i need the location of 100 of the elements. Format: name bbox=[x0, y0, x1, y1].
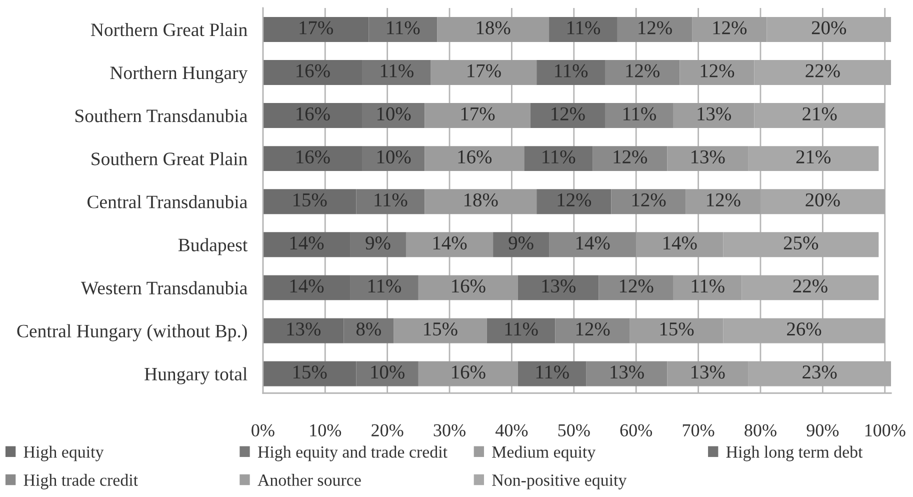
data-label: 26% bbox=[787, 322, 822, 336]
legend-label: Medium equity bbox=[492, 446, 596, 462]
y-tick-label: Central Transdanubia bbox=[87, 195, 248, 208]
data-label: 11% bbox=[542, 150, 576, 164]
data-label: 11% bbox=[374, 193, 408, 207]
bar bbox=[486, 318, 556, 344]
data-label: 16% bbox=[296, 150, 330, 164]
x-tick-label: 90% bbox=[806, 424, 839, 436]
y-tick-label: Central Hungary (without Bp.) bbox=[17, 324, 247, 342]
data-label: 15% bbox=[660, 322, 694, 336]
data-label: 11% bbox=[567, 21, 600, 34]
data-label: 21% bbox=[802, 107, 837, 120]
bar bbox=[518, 361, 586, 386]
data-label: 11% bbox=[387, 21, 420, 34]
x-tick-label: 60% bbox=[620, 424, 652, 436]
bar bbox=[530, 103, 606, 128]
data-label: 12% bbox=[638, 21, 672, 34]
bar bbox=[418, 275, 518, 300]
y-tick-label: Hungary total bbox=[144, 367, 248, 384]
data-label: 25% bbox=[784, 236, 818, 250]
data-label: 17% bbox=[461, 107, 495, 120]
data-label: 15% bbox=[424, 322, 458, 336]
y-tick-label: Budapest bbox=[178, 238, 248, 256]
data-label: 12% bbox=[713, 21, 747, 34]
x-tick-label: 20% bbox=[372, 424, 404, 436]
data-label: 16% bbox=[296, 107, 330, 120]
bar bbox=[424, 189, 537, 214]
bar bbox=[536, 189, 612, 214]
data-label: 11% bbox=[368, 279, 402, 293]
data-label: 13% bbox=[542, 279, 576, 293]
x-tick-label: 40% bbox=[496, 424, 528, 436]
bar bbox=[617, 16, 692, 42]
bar bbox=[605, 103, 674, 128]
bar bbox=[394, 318, 487, 344]
data-label: 14% bbox=[290, 279, 324, 293]
data-label: 11% bbox=[380, 64, 414, 78]
data-label: 12% bbox=[552, 107, 585, 120]
y-tick-label: Southern Transdanubia bbox=[75, 109, 248, 122]
data-label: 15% bbox=[293, 193, 327, 207]
data-label: 14% bbox=[576, 236, 610, 250]
data-label: 14% bbox=[290, 236, 324, 250]
bar bbox=[605, 60, 680, 85]
legend-label: High trade credit bbox=[24, 474, 138, 490]
data-label: 16% bbox=[296, 64, 330, 78]
data-label: 10% bbox=[371, 366, 404, 379]
data-label: 11% bbox=[555, 64, 588, 78]
data-label: 21% bbox=[796, 150, 831, 164]
x-tick-label: 50% bbox=[558, 424, 590, 436]
legend-label: Another source bbox=[258, 474, 361, 486]
data-label: 14% bbox=[433, 236, 467, 250]
bar bbox=[592, 146, 668, 172]
data-label: 10% bbox=[377, 150, 411, 164]
x-tick-label: 100% bbox=[865, 424, 906, 436]
bar bbox=[424, 103, 530, 128]
data-label: 11% bbox=[505, 322, 538, 336]
data-label: 13% bbox=[698, 107, 731, 120]
data-label: 9% bbox=[508, 236, 534, 250]
data-label: 16% bbox=[458, 150, 492, 164]
data-label: 13% bbox=[692, 150, 725, 164]
data-label: 12% bbox=[632, 193, 666, 207]
data-label: 17% bbox=[468, 64, 501, 78]
data-label: 12% bbox=[700, 64, 734, 78]
data-label: 16% bbox=[452, 279, 486, 293]
bar bbox=[598, 275, 674, 300]
data-label: 13% bbox=[287, 322, 321, 336]
data-label: 8% bbox=[356, 322, 381, 336]
bar bbox=[430, 60, 537, 85]
bar bbox=[493, 232, 550, 258]
x-tick-label: 80% bbox=[744, 424, 776, 436]
x-tick-label: 10% bbox=[310, 424, 342, 436]
bar bbox=[549, 232, 636, 258]
y-tick-label: Northern Hungary bbox=[110, 66, 248, 84]
bar bbox=[611, 189, 686, 214]
bar bbox=[555, 318, 630, 344]
y-tick-label: Southern Great Plain bbox=[92, 152, 248, 166]
data-label: 11% bbox=[536, 366, 569, 379]
bar bbox=[437, 16, 550, 42]
data-label: 22% bbox=[793, 279, 828, 293]
data-label: 11% bbox=[623, 107, 656, 120]
data-label: 11% bbox=[692, 279, 724, 293]
data-label: 12% bbox=[707, 193, 740, 207]
legend-label: High equity and trade credit bbox=[258, 446, 448, 462]
bar bbox=[536, 60, 606, 85]
data-label: 12% bbox=[620, 279, 654, 293]
data-label: 22% bbox=[806, 64, 840, 78]
data-label: 15% bbox=[293, 366, 327, 379]
data-label: 16% bbox=[452, 366, 486, 379]
data-label: 12% bbox=[576, 322, 610, 336]
data-label: 23% bbox=[802, 366, 837, 379]
data-label: 20% bbox=[806, 193, 840, 207]
data-label: 17% bbox=[300, 21, 333, 34]
bar bbox=[518, 275, 599, 300]
data-label: 9% bbox=[366, 236, 390, 250]
bar bbox=[524, 146, 593, 172]
data-label: 14% bbox=[664, 236, 697, 250]
x-tick-label: 30% bbox=[434, 424, 466, 436]
data-label: 13% bbox=[692, 366, 725, 379]
x-tick-label: 0% bbox=[252, 424, 274, 436]
data-label: 20% bbox=[812, 21, 846, 34]
bar bbox=[406, 232, 494, 258]
